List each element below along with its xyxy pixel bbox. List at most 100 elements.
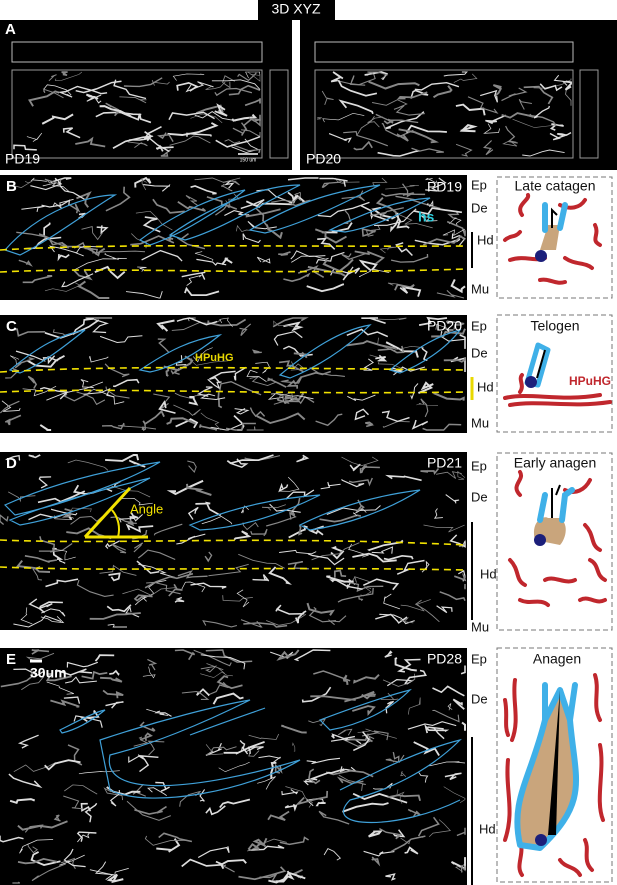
vessel — [125, 523, 154, 533]
vessel — [17, 734, 39, 749]
vessel — [348, 543, 370, 558]
vessel — [142, 125, 162, 142]
vessel — [267, 377, 287, 388]
vessel — [172, 73, 205, 81]
boundary-line — [0, 366, 468, 394]
vessel — [166, 479, 204, 496]
vessel — [269, 503, 301, 513]
vessel — [12, 881, 21, 884]
vessel — [104, 252, 127, 261]
vessel — [352, 731, 370, 752]
vessel — [245, 208, 281, 218]
vessel — [173, 404, 201, 416]
vessel — [443, 786, 466, 803]
vessel — [314, 228, 347, 244]
vessel — [394, 283, 415, 291]
figure-title: 3D XYZ — [271, 1, 320, 17]
vessel — [414, 238, 461, 246]
vessel — [273, 320, 298, 328]
vessel — [319, 514, 362, 523]
vessel — [256, 412, 306, 425]
schematic-title: Anagen — [533, 651, 581, 667]
vessel — [248, 117, 261, 127]
vessel — [377, 317, 407, 321]
vessel — [41, 199, 71, 208]
vessel — [549, 131, 572, 141]
vessel — [138, 563, 176, 578]
vessel — [442, 228, 466, 237]
vessel — [18, 259, 33, 267]
vessel — [420, 467, 440, 475]
vessel — [236, 589, 250, 608]
vessel — [247, 842, 262, 850]
vessel — [330, 545, 345, 560]
vessel — [44, 759, 81, 771]
vessel — [321, 222, 353, 234]
vessel — [425, 177, 447, 192]
vessel — [175, 418, 199, 429]
vessel — [100, 676, 123, 683]
vessel — [143, 183, 171, 192]
vessel — [157, 132, 174, 142]
vessel — [310, 695, 356, 701]
vessel — [250, 528, 268, 537]
vessel — [432, 685, 465, 697]
vessel — [39, 424, 52, 431]
vessel — [137, 266, 147, 272]
vessel — [168, 111, 215, 121]
vessel — [30, 177, 63, 191]
vessel — [181, 858, 224, 868]
micrograph — [0, 315, 467, 433]
vessel — [219, 317, 233, 328]
vessel — [223, 741, 265, 755]
vessel — [385, 111, 425, 130]
vessel — [22, 275, 53, 284]
vessel — [240, 198, 265, 210]
vessel — [156, 838, 181, 853]
vessel — [4, 414, 22, 426]
vessel — [184, 286, 220, 296]
vessel — [58, 559, 66, 565]
vessel — [423, 524, 465, 533]
vessel — [375, 197, 398, 217]
vessel — [226, 454, 274, 465]
vessel — [367, 71, 389, 80]
vessel — [222, 75, 236, 89]
schematic-title: Late catagen — [515, 178, 596, 194]
schematic-box — [496, 452, 613, 631]
vessel — [398, 214, 433, 229]
vessel — [211, 746, 237, 751]
vessel — [447, 210, 460, 219]
vessel — [377, 149, 420, 157]
vessel — [346, 340, 396, 350]
vessel — [21, 675, 44, 691]
vessel — [360, 204, 389, 222]
vessel — [342, 580, 384, 592]
vessel — [64, 784, 98, 795]
vessel — [109, 669, 120, 676]
vessel — [151, 80, 170, 86]
vessel — [398, 128, 440, 144]
vessel — [460, 665, 466, 675]
vessel — [363, 850, 395, 857]
vessel — [99, 564, 137, 576]
vessel — [8, 773, 43, 789]
vessel — [268, 871, 306, 884]
vessel — [113, 378, 140, 388]
vessel — [122, 587, 176, 596]
vessel — [451, 233, 466, 246]
vessel — [11, 328, 46, 337]
texture — [0, 649, 466, 884]
projection — [314, 69, 574, 159]
vessel — [342, 802, 389, 813]
vessel — [280, 724, 307, 734]
vessel — [85, 317, 113, 320]
vessel — [308, 768, 321, 785]
vessel — [483, 140, 494, 156]
vessel — [321, 181, 341, 189]
panel-label: E — [6, 651, 16, 668]
vessel — [105, 454, 140, 462]
vessel — [251, 349, 262, 354]
vessel — [24, 555, 58, 564]
vessel — [290, 361, 306, 371]
